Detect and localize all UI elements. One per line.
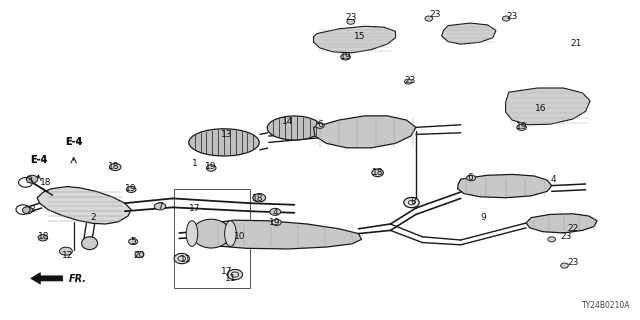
- Ellipse shape: [227, 269, 243, 280]
- Ellipse shape: [316, 123, 324, 128]
- Text: 4: 4: [551, 175, 556, 184]
- Ellipse shape: [192, 219, 230, 248]
- Text: 10: 10: [234, 232, 246, 241]
- Text: 1: 1: [193, 159, 198, 168]
- Text: E-4: E-4: [29, 155, 47, 165]
- Ellipse shape: [174, 253, 189, 264]
- Polygon shape: [314, 116, 416, 148]
- Ellipse shape: [270, 208, 280, 215]
- Text: 3: 3: [29, 205, 35, 214]
- Ellipse shape: [404, 79, 412, 84]
- Text: 22: 22: [567, 224, 579, 233]
- Polygon shape: [506, 88, 590, 125]
- Text: 4: 4: [273, 208, 278, 217]
- Text: 7: 7: [157, 202, 163, 211]
- Ellipse shape: [561, 263, 568, 268]
- Text: 18: 18: [108, 162, 120, 171]
- Text: 16: 16: [535, 104, 547, 113]
- Text: 23: 23: [506, 12, 518, 20]
- Text: 9: 9: [481, 213, 486, 222]
- Ellipse shape: [135, 252, 144, 258]
- Ellipse shape: [272, 220, 282, 225]
- Text: 6: 6: [317, 120, 323, 129]
- Text: 11: 11: [180, 255, 191, 264]
- Ellipse shape: [206, 165, 216, 171]
- Ellipse shape: [22, 207, 33, 214]
- Ellipse shape: [502, 16, 510, 21]
- Ellipse shape: [109, 164, 121, 171]
- Polygon shape: [200, 220, 362, 249]
- Ellipse shape: [341, 54, 351, 60]
- Text: 19: 19: [269, 218, 281, 227]
- Text: 13: 13: [221, 130, 233, 139]
- Text: 19: 19: [516, 122, 527, 131]
- Text: E-4: E-4: [29, 155, 47, 165]
- Ellipse shape: [189, 129, 259, 156]
- Text: 23: 23: [561, 232, 572, 241]
- Text: 18: 18: [372, 168, 383, 177]
- Text: FR.: FR.: [69, 274, 87, 284]
- Bar: [174, 189, 250, 288]
- Ellipse shape: [347, 19, 355, 24]
- Polygon shape: [37, 187, 131, 224]
- Text: 19: 19: [205, 162, 217, 171]
- Ellipse shape: [129, 239, 138, 245]
- Text: E-4: E-4: [65, 137, 83, 148]
- Text: 17: 17: [189, 204, 201, 212]
- Text: 18: 18: [38, 232, 49, 241]
- Ellipse shape: [253, 194, 266, 202]
- Ellipse shape: [425, 16, 433, 21]
- Text: 21: 21: [570, 39, 582, 48]
- Polygon shape: [442, 23, 496, 44]
- Text: E-4: E-4: [65, 137, 83, 148]
- Polygon shape: [526, 214, 597, 233]
- Text: 23: 23: [404, 76, 415, 84]
- Ellipse shape: [467, 175, 476, 181]
- Ellipse shape: [127, 186, 136, 193]
- Ellipse shape: [60, 247, 72, 255]
- Text: 6: 6: [468, 173, 473, 182]
- Ellipse shape: [82, 237, 98, 250]
- Text: 19: 19: [340, 52, 351, 60]
- Text: 18: 18: [40, 178, 52, 187]
- Ellipse shape: [404, 197, 419, 208]
- Text: 18: 18: [252, 194, 264, 203]
- Text: 17: 17: [221, 268, 233, 276]
- Ellipse shape: [548, 237, 556, 242]
- Ellipse shape: [268, 116, 322, 140]
- Text: 14: 14: [282, 117, 294, 126]
- Text: 23: 23: [429, 10, 441, 19]
- Ellipse shape: [186, 221, 198, 246]
- Text: TY24B0210A: TY24B0210A: [582, 301, 630, 310]
- Ellipse shape: [517, 124, 526, 131]
- Text: 2: 2: [90, 213, 95, 222]
- Text: 15: 15: [354, 32, 365, 41]
- Polygon shape: [458, 174, 552, 198]
- Ellipse shape: [154, 203, 166, 210]
- Polygon shape: [31, 273, 63, 284]
- Ellipse shape: [372, 169, 383, 177]
- Text: 8: 8: [410, 197, 415, 206]
- Text: 3: 3: [26, 176, 31, 185]
- Ellipse shape: [225, 221, 236, 246]
- Polygon shape: [314, 26, 396, 53]
- Text: 12: 12: [61, 252, 73, 260]
- Text: 5: 5: [131, 237, 136, 246]
- Text: 20: 20: [134, 251, 145, 260]
- Text: 23: 23: [567, 258, 579, 267]
- Text: 19: 19: [125, 184, 137, 193]
- Text: 11: 11: [225, 274, 236, 283]
- Ellipse shape: [26, 175, 38, 183]
- Ellipse shape: [38, 235, 47, 241]
- Text: 23: 23: [345, 13, 356, 22]
